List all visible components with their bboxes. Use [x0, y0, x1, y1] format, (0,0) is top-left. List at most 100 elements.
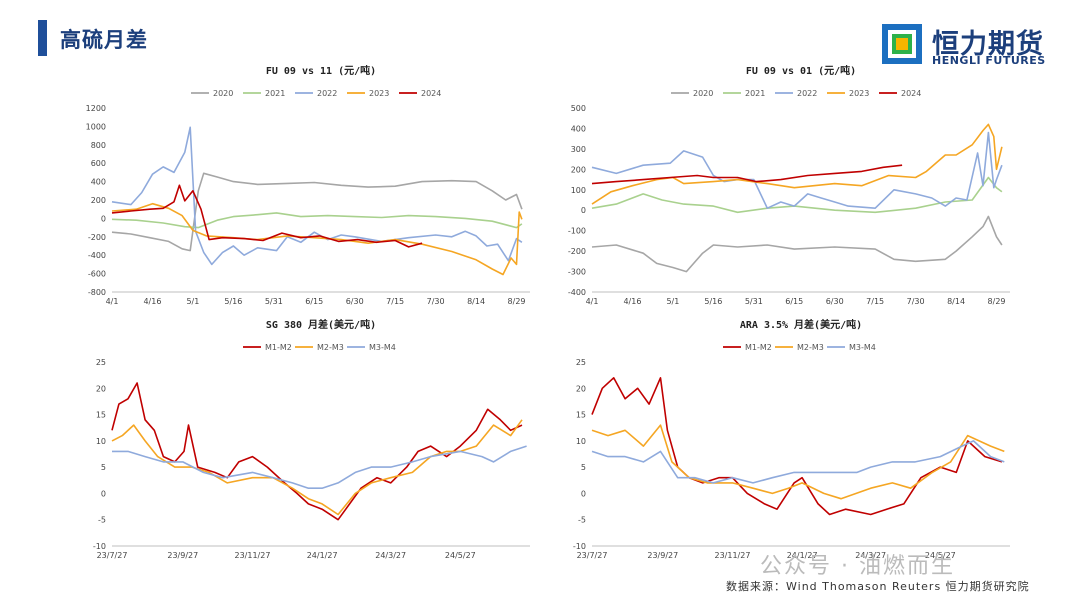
series-line-2021: [591, 176, 1003, 214]
chart-ara-35-spread: ARA 3.5% 月差(美元/吨) M1-M2 M2-M3 M3-M4 25 20 15 10…: [573, 318, 1010, 560]
y-tick-label: -400: [568, 288, 586, 297]
series-line-2021: [111, 212, 523, 229]
y-tick-label: 20: [96, 384, 106, 393]
y-tick-label: 15: [576, 411, 586, 420]
y-tick-label: -10: [573, 542, 586, 551]
legend-item-m3-m4: M3-M4: [827, 343, 876, 352]
x-tick-label: 5/31: [745, 297, 763, 306]
y-tick-label: -400: [88, 251, 106, 260]
legend-label: 2024: [421, 89, 441, 98]
x-tick-label: 4/16: [143, 297, 161, 306]
x-tick-label: 8/29: [988, 297, 1006, 306]
legend-label: 2022: [317, 89, 337, 98]
legend-item-2022: 2022: [295, 89, 337, 98]
legend-label: 2021: [265, 89, 285, 98]
y-tick-label: 400: [571, 124, 586, 133]
legend-label: M3-M4: [849, 343, 876, 352]
y-tick-label: 1200: [86, 104, 106, 113]
x-tick-label: 5/31: [265, 297, 283, 306]
y-tick-label: 15: [96, 411, 106, 420]
x-tick-label: 4/1: [106, 297, 119, 306]
y-tick-label: 200: [91, 196, 106, 205]
x-tick-label: 6/30: [346, 297, 364, 306]
logo-english-text: HENGLI FUTURES: [932, 54, 1046, 67]
wechat-watermark: 公众号 · 油燃而生: [760, 554, 955, 579]
x-tick-label: 8/14: [947, 297, 965, 306]
legend-label: 2024: [901, 89, 921, 98]
legend-item-m2-m3: M2-M3: [775, 343, 824, 352]
y-tick-label: -200: [568, 247, 586, 256]
series-line-2023: [111, 202, 523, 276]
y-tick-label: 0: [581, 489, 586, 498]
x-tick-label: 8/14: [467, 297, 485, 306]
series-line-2022: [591, 131, 1003, 209]
y-tick-label: 200: [571, 165, 586, 174]
legend-label: 2020: [693, 89, 713, 98]
legend-item-m1-m2: M1-M2: [243, 343, 292, 352]
x-tick-label: 24/5/27: [925, 551, 956, 560]
y-tick-label: -800: [88, 288, 106, 297]
legend-item-2021: 2021: [723, 89, 765, 98]
y-tick-label: 400: [91, 178, 106, 187]
data-source-note: 数据来源：Wind Thomason Reuters 恒力期货研究院: [726, 580, 1030, 593]
legend-label: 2021: [745, 89, 765, 98]
x-tick-label: 5/1: [666, 297, 679, 306]
title-accent-bar: [38, 20, 47, 56]
x-tick-label: 23/11/27: [235, 551, 271, 560]
y-tick-label: 500: [571, 104, 586, 113]
x-tick-label: 7/15: [386, 297, 404, 306]
legend-label: 2023: [849, 89, 869, 98]
y-tick-label: 5: [101, 463, 106, 472]
y-tick-label: -10: [93, 542, 106, 551]
y-tick-label: -300: [568, 268, 586, 277]
legend-item-2020: 2020: [671, 89, 713, 98]
legend-label: M2-M3: [317, 343, 344, 352]
x-tick-label: 4/1: [586, 297, 599, 306]
y-tick-label: 5: [581, 463, 586, 472]
legend-item-m3-m4: M3-M4: [347, 343, 396, 352]
chart-sg-380-spread: SG 380 月差(美元/吨) M1-M2 M2-M3 M3-M4 25 20 15 10 5 0…: [93, 318, 530, 560]
x-tick-label: 6/15: [305, 297, 323, 306]
x-tick-label: 7/30: [427, 297, 445, 306]
x-tick-label: 23/7/27: [577, 551, 608, 560]
series-line-m1-m2: [591, 376, 1003, 516]
y-tick-label: 0: [581, 206, 586, 215]
series-line-2020: [111, 172, 523, 252]
legend-label: 2020: [213, 89, 233, 98]
chart-title: SG 380 月差(美元/吨): [266, 318, 376, 331]
legend-item-2023: 2023: [827, 89, 869, 98]
x-tick-label: 23/9/27: [167, 551, 198, 560]
chart-title: FU 09 vs 01 (元/吨): [746, 64, 856, 77]
y-tick-label: 0: [101, 214, 106, 223]
y-tick-label: 20: [576, 384, 586, 393]
x-tick-label: 5/16: [224, 297, 242, 306]
y-tick-label: -600: [88, 270, 106, 279]
y-tick-label: -5: [98, 516, 106, 525]
chart-fu-09-vs-01: FU 09 vs 01 (元/吨) 2020 2021 2022 2023 2024 500…: [568, 64, 1010, 306]
x-tick-label: 5/16: [704, 297, 722, 306]
x-tick-label: 8/29: [508, 297, 526, 306]
series-line-2024: [111, 184, 423, 248]
x-tick-label: 23/11/27: [715, 551, 751, 560]
legend-label: M1-M2: [265, 343, 292, 352]
y-tick-label: -5: [578, 516, 586, 525]
series-line-m3-m4: [112, 445, 527, 489]
series-line-2022: [111, 126, 523, 266]
legend-item-2024: 2024: [399, 89, 441, 98]
series-line-2020: [591, 215, 1003, 273]
legend-label: M1-M2: [745, 343, 772, 352]
y-tick-label: 1000: [86, 122, 106, 131]
legend-item-m1-m2: M1-M2: [723, 343, 772, 352]
chart-fu-09-vs-11: FU 09 vs 11 (元/吨) 2020 2021 2022 2023 2024 120…: [86, 64, 530, 306]
y-tick-label: 10: [96, 437, 106, 446]
legend-label: M3-M4: [369, 343, 396, 352]
series-line-m2-m3: [591, 424, 1005, 500]
y-tick-label: -100: [568, 227, 586, 236]
legend-item-2020: 2020: [191, 89, 233, 98]
legend-label: 2022: [797, 89, 817, 98]
x-tick-label: 7/30: [907, 297, 925, 306]
x-tick-label: 7/15: [866, 297, 884, 306]
x-tick-label: 24/1/27: [787, 551, 818, 560]
x-tick-label: 6/15: [785, 297, 803, 306]
x-tick-label: 4/16: [623, 297, 641, 306]
